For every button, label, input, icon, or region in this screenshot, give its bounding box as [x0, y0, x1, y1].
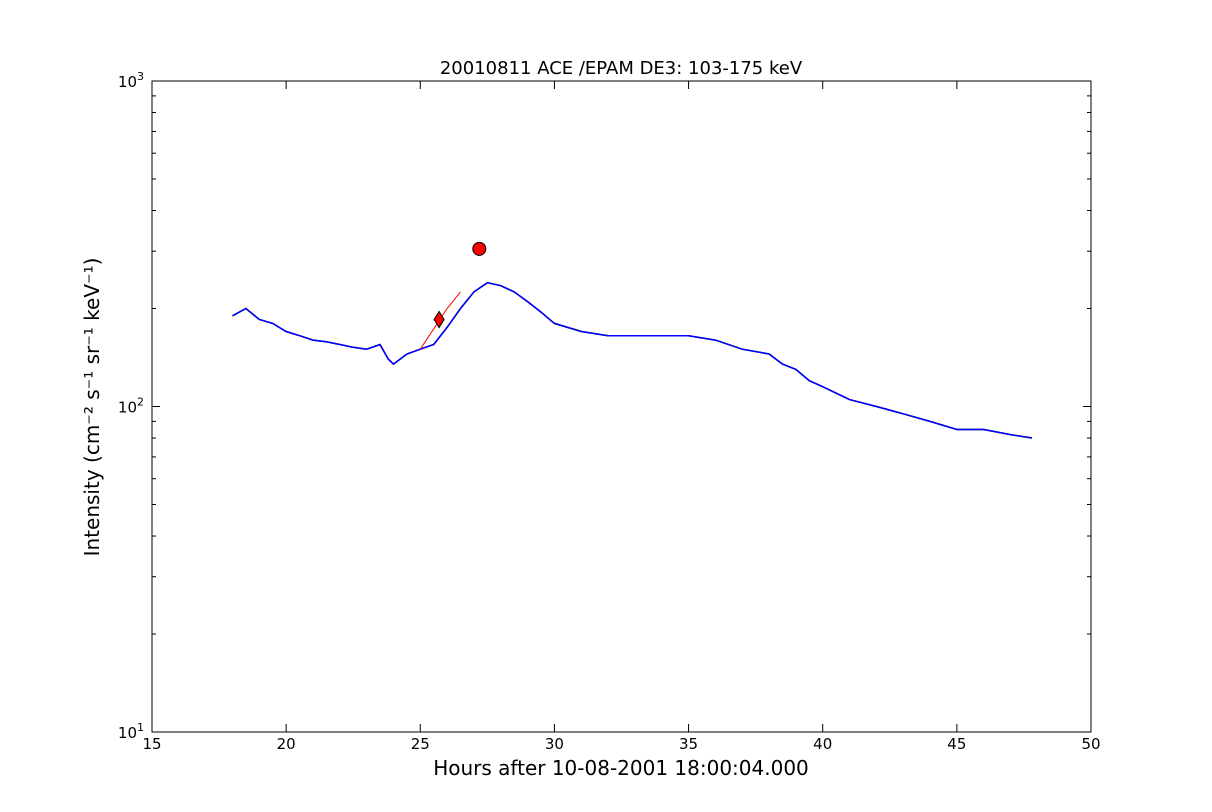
x-tick-label: 15 [142, 735, 161, 753]
plot-area [232, 241, 1033, 439]
x-tick-label: 25 [411, 735, 430, 753]
chart-title: 20010811 ACE /EPAM DE3: 103-175 keV [440, 58, 803, 79]
y-tick-exponent: 1 [137, 721, 144, 734]
series-line-1 [232, 281, 1033, 439]
marker-diamond [433, 310, 445, 329]
x-axis-label: Hours after 10-08-2001 18:00:04.000 [433, 756, 809, 780]
x-tick-label: 20 [277, 735, 296, 753]
y-axis-label: Intensity (cm⁻² s⁻¹ sr⁻¹ keV⁻¹) [80, 258, 104, 557]
x-tick-label: 30 [545, 735, 564, 753]
x-tick-label: 50 [1081, 735, 1100, 753]
x-tick-label: 35 [679, 735, 698, 753]
series-line-2 [419, 291, 461, 350]
x-tick-label: 40 [813, 735, 832, 753]
x-tick-label: 45 [947, 735, 966, 753]
marker-circle [472, 241, 487, 256]
y-tick-exponent: 3 [137, 70, 144, 83]
y-tick-exponent: 2 [137, 396, 144, 409]
